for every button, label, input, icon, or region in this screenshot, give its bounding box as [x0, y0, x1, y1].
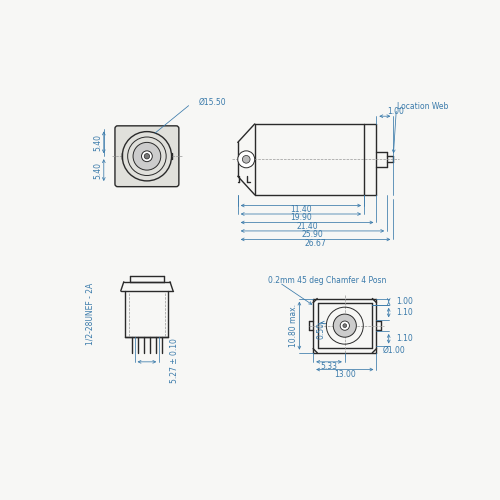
Text: 1.00: 1.00 [387, 107, 404, 116]
Text: 1.10: 1.10 [396, 308, 413, 317]
Text: 10.80 max.: 10.80 max. [288, 304, 298, 347]
Text: 5.33: 5.33 [320, 362, 337, 371]
Circle shape [343, 324, 346, 328]
Text: Location Web: Location Web [397, 102, 448, 112]
Circle shape [242, 156, 250, 163]
Text: 5.27 ± 0.10: 5.27 ± 0.10 [170, 338, 179, 382]
Text: 5.40: 5.40 [93, 134, 102, 151]
Circle shape [238, 151, 254, 168]
Text: Ø1.00: Ø1.00 [382, 346, 406, 355]
Text: 13.00: 13.00 [334, 370, 355, 378]
Text: 21.40: 21.40 [296, 222, 318, 231]
Text: Ø15.50: Ø15.50 [198, 98, 226, 107]
Circle shape [340, 321, 349, 330]
Text: 26.67: 26.67 [304, 239, 326, 248]
Circle shape [333, 314, 356, 337]
Text: 19.90: 19.90 [290, 214, 312, 222]
Circle shape [133, 142, 161, 170]
Circle shape [144, 154, 150, 159]
FancyBboxPatch shape [115, 126, 179, 186]
Text: 0.50: 0.50 [316, 322, 326, 339]
Text: 25.90: 25.90 [302, 230, 324, 239]
Text: 5.40: 5.40 [93, 162, 102, 178]
Text: 1.00: 1.00 [396, 298, 413, 306]
Text: 1.10: 1.10 [396, 334, 413, 343]
Text: 0.2mm 45 deg Chamfer 4 Posn: 0.2mm 45 deg Chamfer 4 Posn [268, 276, 386, 285]
Text: 1/2-28UNEF - 2A: 1/2-28UNEF - 2A [86, 283, 94, 345]
Circle shape [142, 151, 152, 162]
Text: 11.40: 11.40 [290, 205, 312, 214]
